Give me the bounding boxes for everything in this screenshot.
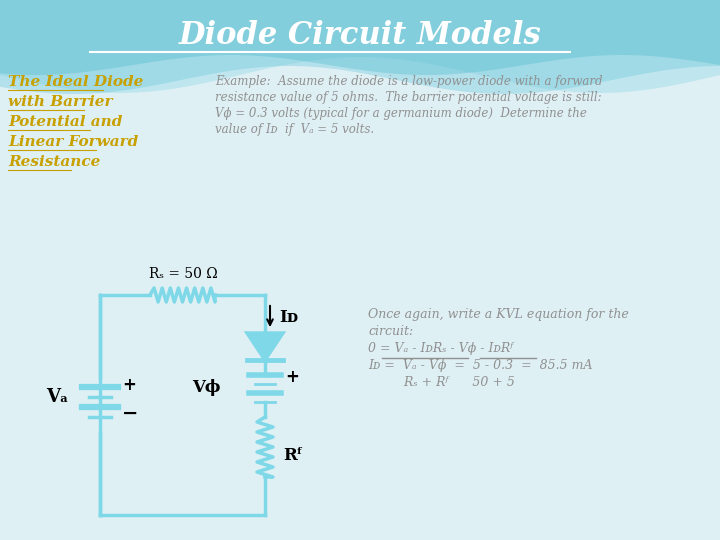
Text: −: − [122, 403, 138, 422]
Text: Rᶠ: Rᶠ [283, 447, 303, 463]
Text: 0 = Vₐ - IᴅRₛ - Vϕ - IᴅRᶠ: 0 = Vₐ - IᴅRₛ - Vϕ - IᴅRᶠ [368, 342, 513, 355]
Polygon shape [0, 0, 720, 75]
Text: resistance value of 5 ohms.  The barrier potential voltage is still:: resistance value of 5 ohms. The barrier … [215, 91, 602, 104]
Text: Linear Forward: Linear Forward [8, 135, 138, 149]
Text: Resistance: Resistance [8, 155, 100, 169]
Text: Rₛ + Rᶠ      50 + 5: Rₛ + Rᶠ 50 + 5 [368, 376, 515, 389]
Polygon shape [0, 0, 720, 94]
Text: Iᴅ =  Vₐ - Vϕ  =  5 - 0.3  =  85.5 mA: Iᴅ = Vₐ - Vϕ = 5 - 0.3 = 85.5 mA [368, 359, 593, 372]
Text: value of Iᴅ  if  Vₐ = 5 volts.: value of Iᴅ if Vₐ = 5 volts. [215, 123, 374, 136]
Text: Iᴅ: Iᴅ [279, 308, 298, 326]
Text: Rₛ = 50 Ω: Rₛ = 50 Ω [148, 267, 217, 281]
Text: +: + [122, 376, 136, 394]
Text: Vₐ: Vₐ [45, 388, 68, 406]
Text: The Ideal Diode: The Ideal Diode [8, 75, 143, 89]
Polygon shape [247, 333, 283, 360]
Text: with Barrier: with Barrier [8, 95, 112, 109]
Text: Potential and: Potential and [8, 115, 122, 129]
Text: Once again, write a KVL equation for the: Once again, write a KVL equation for the [368, 308, 629, 321]
Text: Example:  Assume the diode is a low-power diode with a forward: Example: Assume the diode is a low-power… [215, 75, 603, 88]
Text: Diode Circuit Models: Diode Circuit Models [179, 21, 541, 51]
Polygon shape [0, 0, 720, 93]
Text: +: + [285, 368, 299, 386]
Text: Vϕ = 0.3 volts (typical for a germanium diode)  Determine the: Vϕ = 0.3 volts (typical for a germanium … [215, 107, 587, 120]
Text: circuit:: circuit: [368, 325, 413, 338]
Text: Vϕ: Vϕ [192, 380, 221, 396]
